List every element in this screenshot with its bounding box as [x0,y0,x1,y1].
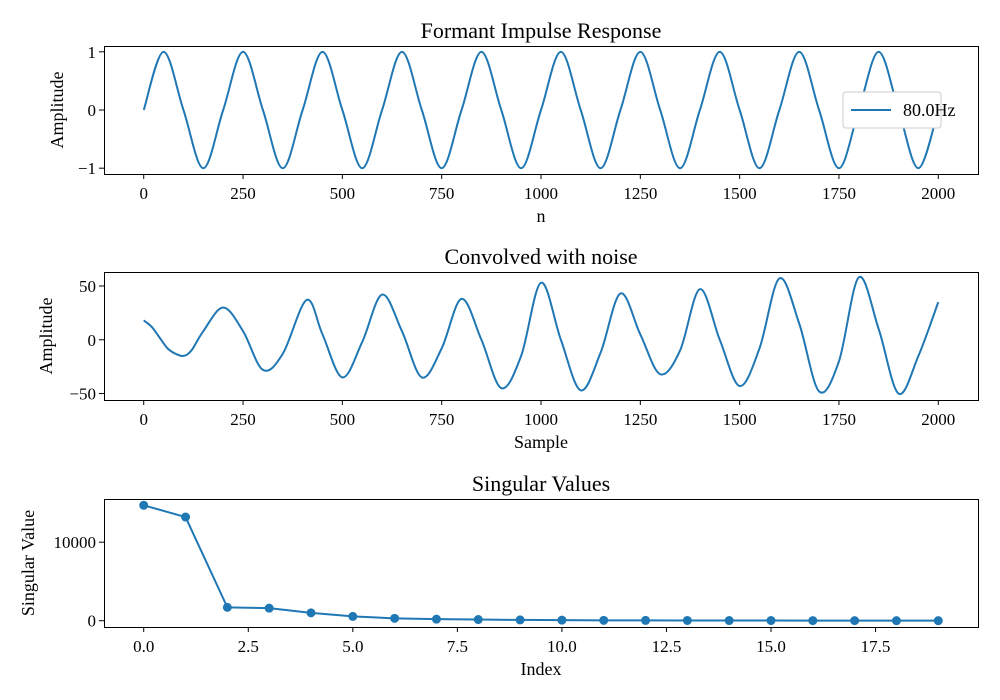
data-point-2 [222,602,232,612]
x-tick-label: 1250 [623,184,657,203]
y-tick-label: 50 [79,277,96,296]
x-tick-label: 1000 [524,184,558,203]
data-point-12 [641,615,651,625]
x-tick-label: 1500 [723,184,757,203]
x-tick-label: 0.0 [133,637,154,656]
data-point-14 [724,616,734,626]
x-tick-label: 500 [330,184,356,203]
x-tick-label: 1750 [822,410,856,429]
x-tick-label: 15.0 [756,637,786,656]
y-axis-label: Amplitude [36,297,56,374]
chart-panel-3: 0.0 2.5 5.0 7.5 10.0 12.5 15.0 17.5 0 10000 Singul… [18,471,979,679]
y-axis-label: Amplitude [47,71,67,148]
x-tick-label: 17.5 [861,637,891,656]
x-tick-label: 7.5 [447,637,468,656]
x-axis-label: Index [521,659,562,679]
chart-title: Formant Impulse Response [421,18,662,43]
data-point-11 [599,615,609,625]
legend-entry: 80.0Hz [903,100,956,120]
data-point-17 [850,616,860,626]
data-point-8 [473,615,483,625]
series-line-1-1 [142,50,940,170]
x-tick-label: 1750 [822,184,856,203]
data-point-5 [348,611,358,621]
y-tick-label: −50 [69,385,96,404]
plot-frame [104,499,979,628]
y-tick-label: 0 [88,331,97,350]
data-point-13 [682,615,692,625]
series-line-3-1 [143,504,939,622]
series-line-2-1 [143,276,940,395]
data-point-10 [557,615,567,625]
y-axis-label: Singular Value [18,510,38,616]
x-tick-label: 2000 [921,184,955,203]
x-tick-label: 1500 [723,410,757,429]
x-tick-label: 1250 [623,410,657,429]
data-point-15 [766,616,776,626]
chart-panel-1: 0 250 500 750 1000 1250 1500 1750 2000 −1 0 1 Forman… [47,18,979,226]
x-tick-label: 1000 [524,410,558,429]
y-tick-label: 1 [88,43,97,62]
data-point-19 [933,616,943,626]
x-tick-label: 2.5 [238,637,259,656]
y-tick-label: −1 [78,159,96,178]
x-tick-label: 2000 [921,410,955,429]
data-point-16 [808,616,818,626]
chart-title: Singular Values [472,471,610,496]
x-axis-label: n [537,206,546,226]
x-tick-label: 500 [330,410,356,429]
x-tick-label: 0 [139,410,148,429]
y-tick-label: 0 [88,101,97,120]
x-tick-label: 12.5 [652,637,682,656]
x-tick-label: 250 [230,184,256,203]
x-tick-label: 5.0 [342,637,363,656]
data-point-6 [390,613,400,623]
x-tick-label: 750 [429,410,455,429]
data-point-9 [515,615,525,625]
data-point-18 [891,616,901,626]
data-point-4 [306,608,316,618]
x-tick-label: 250 [230,410,256,429]
data-point-0 [139,500,149,510]
data-point-1 [181,512,191,522]
x-tick-label: 0 [139,184,148,203]
data-point-3 [264,603,274,613]
x-tick-label: 750 [429,184,455,203]
y-tick-label: 10000 [54,533,97,552]
legend: 80.0Hz [842,91,956,129]
y-tick-label: 0 [88,612,97,631]
x-axis-label: Sample [514,432,568,452]
chart-title: Convolved with noise [444,244,637,269]
x-tick-label: 10.0 [547,637,577,656]
chart-panel-2: 0 250 500 750 1000 1250 1500 1750 2000 −50 0 50 Conv… [36,244,979,452]
legend-box [842,91,942,129]
data-point-7 [431,614,441,624]
